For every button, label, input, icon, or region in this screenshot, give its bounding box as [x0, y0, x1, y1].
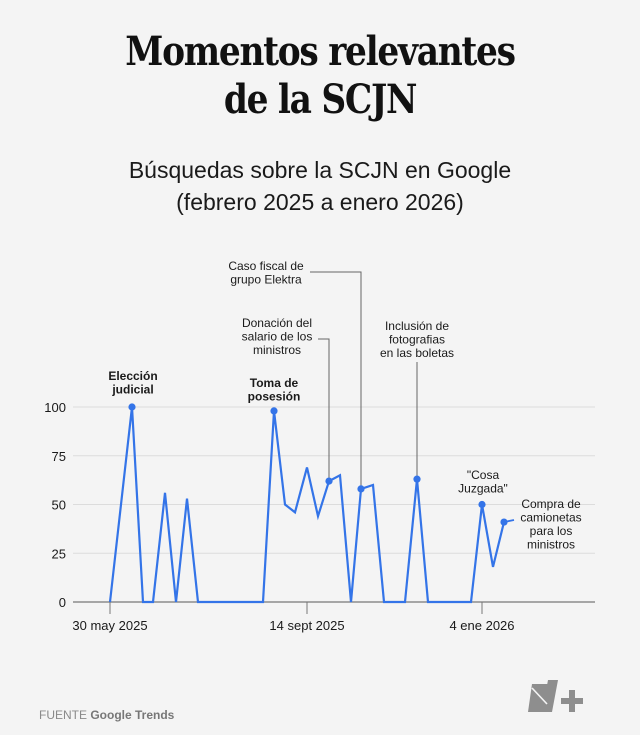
annotation-label: Toma de posesión: [248, 376, 301, 404]
chart-title: Momentos relevantes de la SCJN: [45, 28, 595, 124]
annotation-label: Caso fiscal de grupo Elektra: [228, 259, 304, 287]
source-value: Google Trends: [90, 708, 175, 722]
source-label: FUENTE: [39, 708, 87, 722]
data-series: [108, 403, 508, 604]
x-tick-label: 4 ene 2026: [449, 618, 514, 633]
highlight-dot: [128, 403, 136, 411]
x-axis: 30 may 2025 14 sept 2025 4 ene 2026: [72, 602, 515, 633]
highlight-dot: [325, 477, 333, 485]
annotations: Elección judicial Toma de posesión Caso fisc…: [108, 259, 581, 552]
leader-line: [318, 338, 330, 482]
highlight-dot: [478, 500, 486, 509]
annotation-label: Donación del salario de los ministros: [242, 316, 313, 357]
x-tick-label: 30 may 2025: [72, 618, 147, 633]
source-credit: FUENTE Google Trends: [39, 708, 174, 722]
annotation-label: Inclusión de fotografias en las boletas: [380, 319, 454, 360]
annotation-label: Elección judicial: [108, 369, 157, 397]
leader-line: [310, 271, 362, 489]
highlight-dot: [270, 407, 278, 415]
title-line-1: Momentos relevantes: [125, 28, 516, 75]
x-tick-label: 14 sept 2025: [269, 618, 344, 633]
n-plus-logo-icon: [528, 680, 583, 712]
annotation-label: "Cosa Juzgada": [458, 468, 508, 496]
y-tick-label: 100: [44, 400, 66, 415]
highlight-dot: [500, 518, 508, 526]
y-axis-labels: 0 25 50 75 100: [44, 400, 66, 610]
highlight-dot: [413, 475, 421, 483]
chart-subtitle: Búsquedas sobre la SCJN en Google (febre…: [0, 154, 640, 218]
annotation-label: Compra de camionetas para los ministros: [520, 497, 581, 552]
subtitle-line-2: (febrero 2025 a enero 2026): [176, 189, 464, 215]
y-tick-label: 0: [59, 595, 66, 610]
gridlines: [73, 406, 595, 603]
highlight-dot: [357, 485, 365, 493]
subtitle-line-1: Búsquedas sobre la SCJN en Google: [128, 157, 512, 183]
y-tick-label: 75: [52, 449, 66, 464]
y-tick-label: 25: [52, 546, 66, 561]
title-line-2: de la SCJN: [223, 76, 418, 123]
series-line: [108, 406, 506, 604]
y-tick-label: 50: [52, 498, 66, 513]
